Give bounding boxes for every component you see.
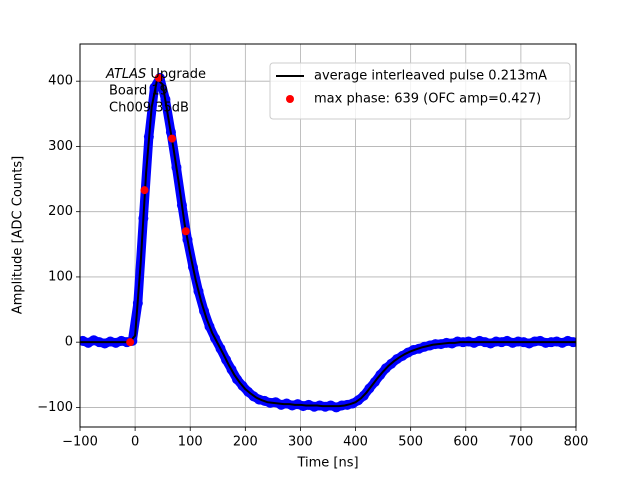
x-tick-label: −100	[62, 435, 98, 450]
legend-swatch	[286, 95, 294, 103]
legend-label: average interleaved pulse 0.213mA	[314, 69, 547, 84]
data-layer	[80, 72, 576, 413]
x-tick-label: 600	[453, 435, 478, 450]
x-tick-label: 100	[178, 435, 203, 450]
y-tick-label: 100	[48, 269, 73, 284]
axes-frame	[79, 43, 577, 428]
x-axis-label: Time [ns]	[296, 456, 358, 471]
point	[140, 186, 149, 195]
point	[154, 73, 163, 82]
legend-label: max phase: 639 (OFC amp=0.427)	[314, 92, 541, 107]
y-tick-label: 400	[48, 74, 73, 89]
y-tick-label: −100	[37, 400, 73, 415]
x-tick-label: 700	[508, 435, 533, 450]
x-tick-label: 500	[398, 435, 423, 450]
annotation: ATLAS Upgrade	[105, 67, 206, 82]
point	[181, 227, 190, 236]
y-tick-label: 0	[65, 335, 73, 350]
x-tick-label: 0	[131, 435, 139, 450]
x-tick-label: 400	[343, 435, 368, 450]
y-axis-label: Amplitude [ADC Counts]	[11, 156, 26, 314]
x-tick-label: 200	[233, 435, 258, 450]
y-tick-label: 300	[48, 139, 73, 154]
annotation-line: Ch009 35dB	[109, 101, 189, 116]
y-tick-label: 200	[48, 204, 73, 219]
x-tick-label: 800	[564, 435, 589, 450]
legend-box	[269, 62, 571, 120]
annotation-italic: ATLAS	[105, 67, 146, 82]
x-tick-label: 300	[288, 435, 313, 450]
point	[126, 338, 135, 347]
line	[80, 77, 576, 408]
annotation-line: Board 19	[109, 84, 168, 99]
annotation-line: Upgrade	[146, 67, 206, 82]
point	[168, 134, 177, 143]
